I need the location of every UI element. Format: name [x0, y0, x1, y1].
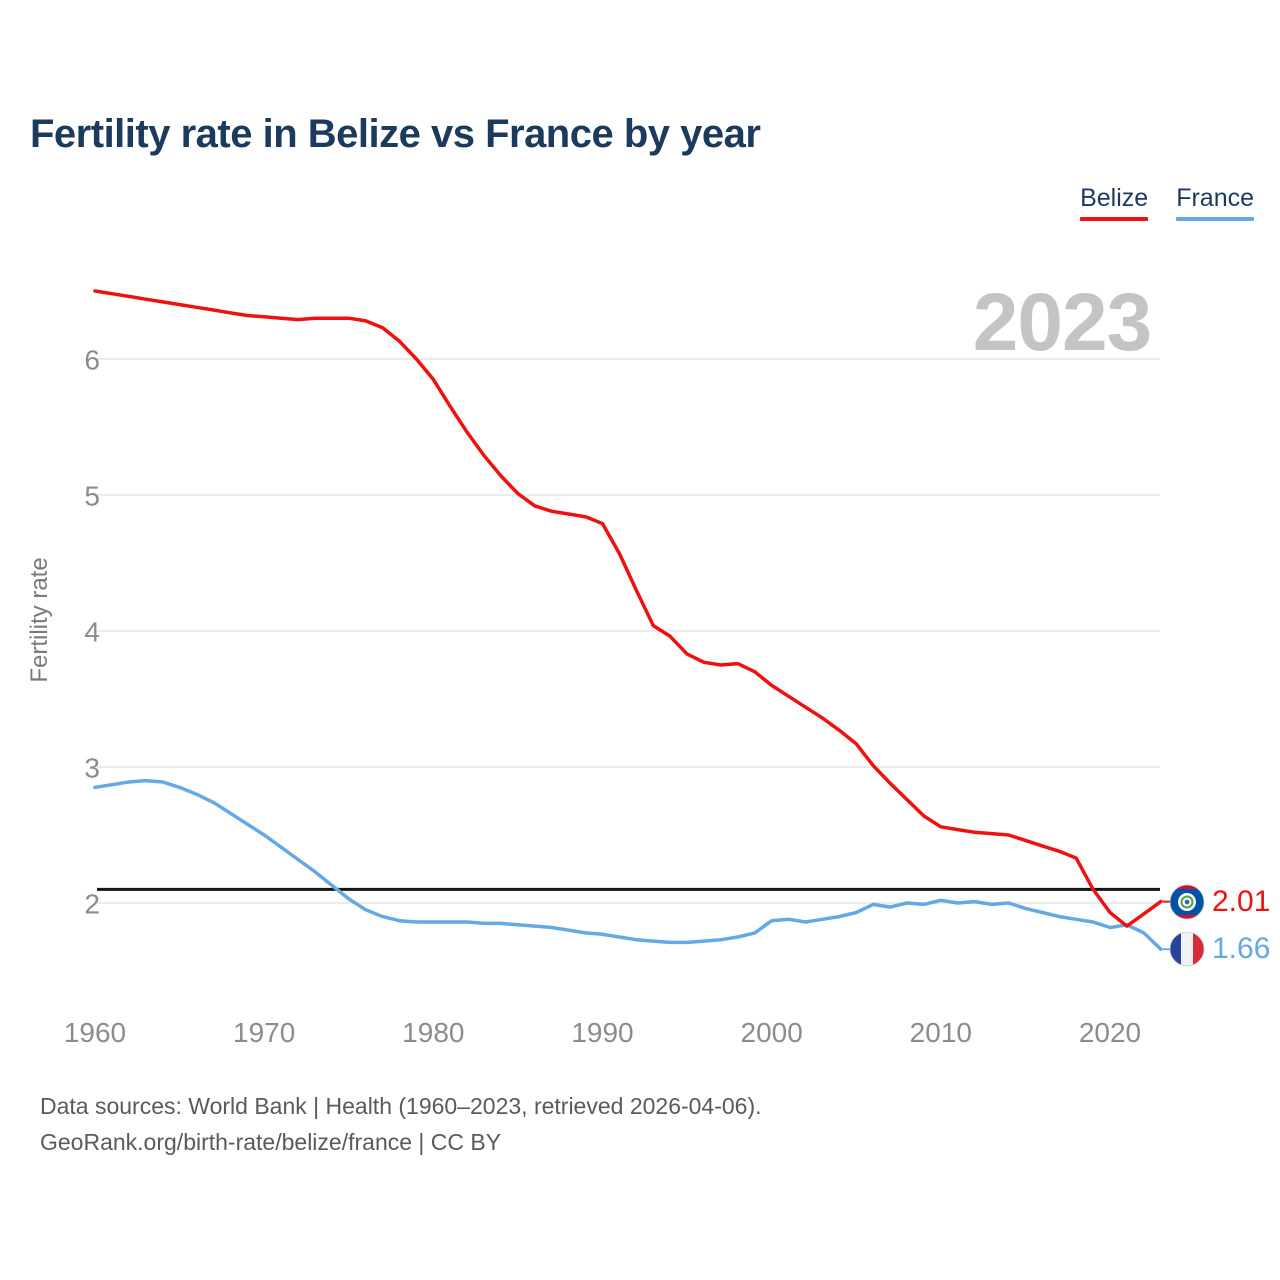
y-tick-label-5: 5 — [84, 481, 100, 512]
x-tick-label-2020: 2020 — [1079, 1017, 1141, 1048]
grid-layer — [97, 358, 1160, 904]
x-tick-label-1960: 1960 — [64, 1017, 126, 1048]
y-tick-label-3: 3 — [84, 753, 100, 784]
watermark-year: 2023 — [972, 277, 1152, 368]
legend-underline-belize — [1080, 217, 1149, 221]
series-line-belize[interactable] — [93, 289, 1163, 928]
x-tick-label-1980: 1980 — [402, 1017, 464, 1048]
footer-attribution-line: GeoRank.org/birth-rate/belize/france | C… — [40, 1129, 502, 1155]
legend-label-france: France — [1176, 184, 1254, 212]
end-value-belize: 2.01 — [1212, 884, 1271, 918]
x-tick-label-1990: 1990 — [571, 1017, 633, 1048]
x-tick-label-2010: 2010 — [910, 1017, 972, 1048]
series-layer — [93, 289, 1170, 951]
axis-layer: 2 3 4 5 6 1960 1970 1980 1990 2000 2010 2020 — [64, 345, 1141, 1049]
y-axis-title: Fertility rate — [26, 557, 53, 682]
footer-sources-line: Data sources: World Bank | Health (1960–… — [40, 1093, 762, 1119]
end-value-france: 1.66 — [1212, 932, 1271, 966]
legend-item-france[interactable]: France — [1176, 184, 1254, 221]
legend: Belize France — [1080, 184, 1254, 221]
belize-flag-icon — [1168, 883, 1206, 921]
footer: Data sources: World Bank | Health (1960–… — [40, 1088, 762, 1160]
y-tick-label-6: 6 — [84, 345, 100, 376]
france-flag-icon — [1168, 930, 1206, 968]
end-label-france: 1.66 — [1168, 929, 1270, 969]
series-line-france[interactable] — [93, 778, 1163, 951]
legend-item-belize[interactable]: Belize — [1080, 184, 1149, 221]
legend-underline-france — [1176, 217, 1254, 221]
x-tick-label-2000: 2000 — [741, 1017, 803, 1048]
legend-label-belize: Belize — [1080, 184, 1149, 212]
y-tick-label-4: 4 — [84, 617, 100, 648]
y-tick-label-2: 2 — [84, 889, 100, 920]
end-label-belize: 2.01 — [1168, 882, 1270, 922]
x-tick-label-1970: 1970 — [233, 1017, 295, 1048]
page-title: Fertility rate in Belize vs France by ye… — [30, 112, 761, 156]
